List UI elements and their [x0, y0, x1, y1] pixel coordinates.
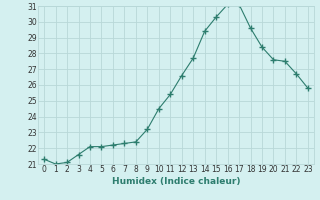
X-axis label: Humidex (Indice chaleur): Humidex (Indice chaleur) — [112, 177, 240, 186]
